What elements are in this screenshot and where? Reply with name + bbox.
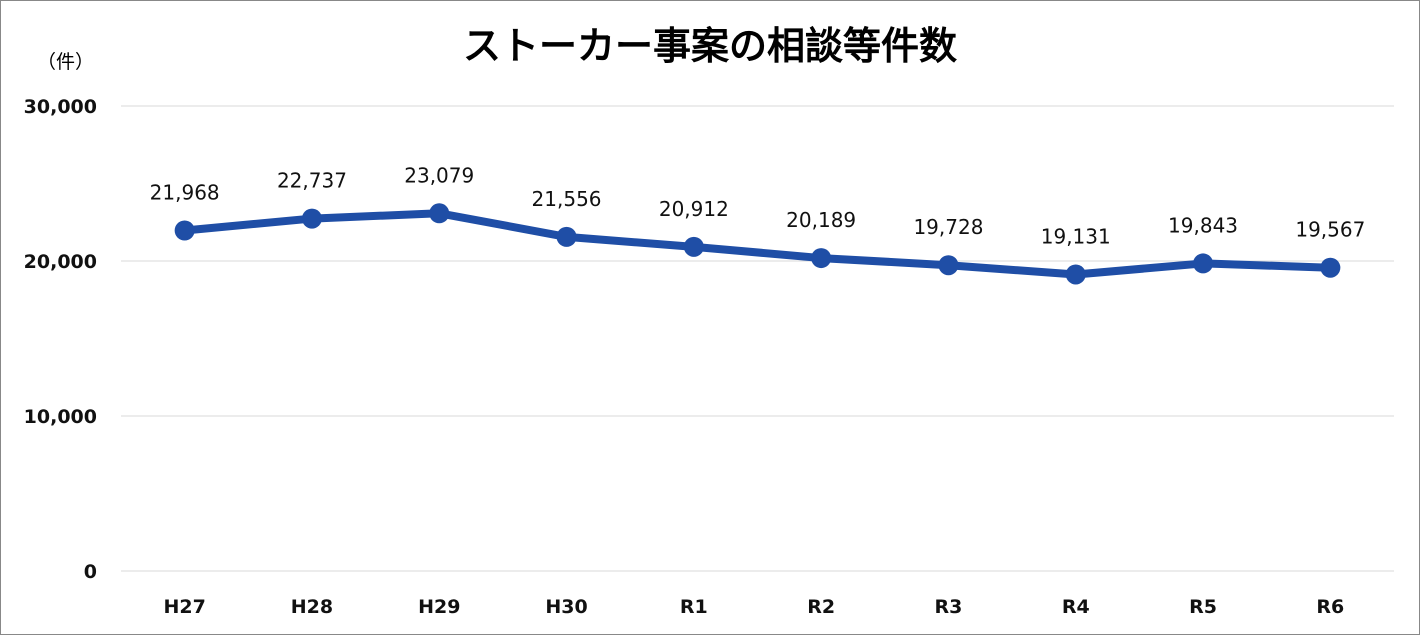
data-point [174, 220, 195, 241]
data-point [556, 226, 577, 247]
x-tick-label: H30 [545, 596, 587, 618]
y-tick-label: 20,000 [24, 251, 97, 273]
x-tick-label: R1 [680, 596, 708, 618]
data-point [429, 203, 450, 224]
data-point [301, 208, 322, 229]
chart-title: ストーカー事案の相談等件数 [462, 24, 957, 68]
data-label: 19,131 [1041, 224, 1111, 248]
data-point [1320, 257, 1341, 278]
data-label: 19,728 [913, 215, 983, 239]
data-point [1065, 264, 1086, 285]
series-line [184, 209, 1331, 279]
x-tick-label: R4 [1062, 596, 1090, 618]
data-label: 23,079 [404, 163, 474, 187]
y-tick-label: 0 [84, 561, 97, 583]
x-tick-label: R3 [935, 596, 963, 618]
data-label: 22,737 [277, 169, 347, 193]
x-tick-label: R5 [1189, 596, 1217, 618]
y-tick-label: 10,000 [24, 406, 97, 428]
y-axis-unit-label: （件） [37, 51, 95, 73]
data-label: 19,843 [1168, 213, 1238, 237]
x-tick-label: R6 [1316, 596, 1344, 618]
y-tick-label: 30,000 [24, 96, 97, 118]
data-point [938, 255, 959, 276]
data-point [1193, 253, 1214, 274]
data-label: 20,912 [659, 197, 729, 221]
data-label: 19,567 [1295, 218, 1365, 242]
data-point [683, 236, 704, 257]
data-label: 20,189 [786, 208, 856, 232]
x-tick-label: H27 [163, 596, 205, 618]
x-tick-label: H28 [291, 596, 333, 618]
x-tick-label: H29 [418, 596, 460, 618]
data-label: 21,556 [532, 187, 602, 211]
data-point [811, 248, 832, 269]
data-label: 21,968 [150, 180, 220, 204]
x-tick-label: R2 [807, 596, 835, 618]
